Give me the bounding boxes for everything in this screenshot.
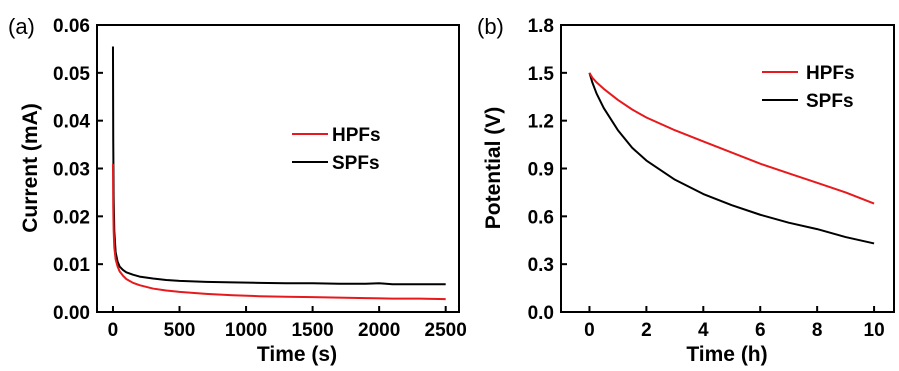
panel-a-series-hpfs-line: [111, 163, 446, 301]
panel-a-ytick-label: 0.05: [53, 64, 90, 85]
panel-b-xtick-label: 6: [755, 320, 766, 341]
panel-b-xtick-label: 2: [641, 320, 652, 341]
chart-panel-b: (b) 0 2 4 6 8 10 0.0 0.3 0.6 0.9 1.2 1.5 1.8 Time (h…: [477, 14, 895, 366]
panel-a-legend: HPFs SPFs: [292, 125, 381, 174]
panel-b-xtick-label: 4: [698, 320, 709, 341]
panel-b-ytick-label: 1.2: [528, 112, 554, 133]
panel-a-xtick-label: 1500: [291, 320, 333, 341]
panel-a-xtick-label: 2000: [358, 320, 400, 341]
panel-b-legend-spfs: SPFs: [806, 91, 854, 112]
panel-a-ytick-label: 0.04: [53, 112, 90, 133]
panel-a-label: (a): [8, 14, 35, 39]
panel-a-xtick-label: 0: [108, 320, 119, 341]
panel-a-ytick-label: 0.01: [53, 255, 90, 276]
panel-a-legend-hpfs: HPFs: [332, 125, 381, 146]
panel-b-ticks: 0 2 4 6 8 10 0.0 0.3 0.6 0.9 1.2 1.5 1.8: [528, 16, 885, 341]
panel-b-series-hpfs-line: [588, 72, 875, 205]
panel-b-series: [588, 72, 875, 245]
panel-b-xtick-label: 10: [864, 320, 885, 341]
panel-a-legend-spfs: SPFs: [332, 153, 380, 174]
panel-a-xtick-label: 500: [164, 320, 196, 341]
panel-a-xtick-label: 1000: [225, 320, 267, 341]
panel-a-ticks: 0 500 1000 1500 2000 2500 0.00 0.01 0.02 0.03 0.04…: [53, 16, 467, 341]
panel-b-ytick-label: 0.0: [528, 303, 554, 324]
panel-a-ytick-label: 0.03: [53, 160, 90, 181]
panel-a-frame: [96, 24, 460, 313]
panel-a-ytick-label: 0.02: [53, 207, 90, 228]
chart-panel-a: (a) 0 500 1000 1500 2000 2500 0.00 0.01 0.02 0.03…: [8, 14, 467, 366]
panel-b-ylabel: Potential (V): [482, 107, 505, 230]
panel-b-legend: HPFs SPFs: [762, 63, 855, 112]
panel-b-ytick-label: 0.9: [528, 160, 554, 181]
panel-a-series-spfs-line: [111, 46, 446, 286]
panel-b-xtick-label: 8: [812, 320, 823, 341]
panel-b-label: (b): [477, 14, 504, 39]
panel-a-xlabel: Time (s): [257, 343, 337, 366]
panel-b-ytick-label: 1.8: [528, 16, 554, 37]
panel-a-series: [111, 46, 446, 301]
panel-a-ylabel: Current (mA): [19, 103, 42, 233]
panel-b-xtick-label: 0: [584, 320, 595, 341]
panel-b-xlabel: Time (h): [686, 343, 767, 366]
panel-a-ytick-label: 0.06: [53, 16, 90, 37]
panel-a-xtick-label: 2500: [425, 320, 467, 341]
panel-b-ytick-label: 0.3: [528, 255, 554, 276]
panel-a-ytick-label: 0.00: [53, 303, 90, 324]
panel-b-ytick-label: 1.5: [528, 64, 555, 85]
panel-b-ytick-label: 0.6: [528, 207, 554, 228]
panel-b-series-spfs-line: [588, 72, 875, 245]
panel-b-legend-hpfs: HPFs: [806, 63, 855, 84]
